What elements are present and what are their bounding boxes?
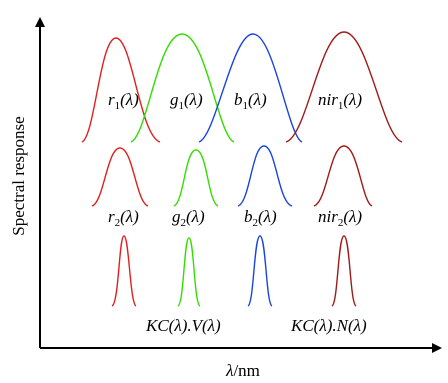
label-b1: b1(λ): [234, 90, 267, 112]
curve-nir2: [313, 145, 373, 207]
curve-kcn-blue: [247, 235, 273, 307]
curve-nir1: [285, 31, 403, 143]
curve-g1: [130, 33, 235, 143]
y-axis-label: Spectral response: [9, 116, 28, 235]
curve-kcn-nir: [331, 235, 357, 307]
caption-kcn: KC(λ).N(λ): [290, 316, 367, 335]
label-r1: r1(λ): [108, 90, 139, 112]
label-g2: g2(λ): [172, 207, 205, 229]
curve-b1: [198, 33, 303, 143]
row-2: r2(λ) g2(λ) b2(λ) nir2(λ): [91, 145, 373, 229]
label-g1: g1(λ): [170, 90, 203, 112]
curve-b2: [237, 145, 293, 207]
x-axis-label: λ/nm: [225, 361, 260, 380]
curve-kcv-green: [177, 237, 201, 307]
row-1: r1(λ) g1(λ) b1(λ) nir1(λ): [81, 31, 403, 143]
row-3: KC(λ).V(λ) KC(λ).N(λ): [111, 235, 367, 335]
label-r2: r2(λ): [108, 207, 139, 229]
curve-kcv-red: [111, 235, 137, 307]
label-b2: b2(λ): [244, 207, 277, 229]
label-nir1: nir1(λ): [318, 90, 362, 112]
curve-g2: [173, 149, 219, 207]
curve-r2: [91, 147, 149, 207]
x-axis-symbol: λ: [225, 361, 233, 380]
caption-kcv: KC(λ).V(λ): [145, 316, 221, 335]
label-nir2: nir2(λ): [318, 207, 362, 229]
x-axis-unit: /nm: [233, 361, 259, 380]
